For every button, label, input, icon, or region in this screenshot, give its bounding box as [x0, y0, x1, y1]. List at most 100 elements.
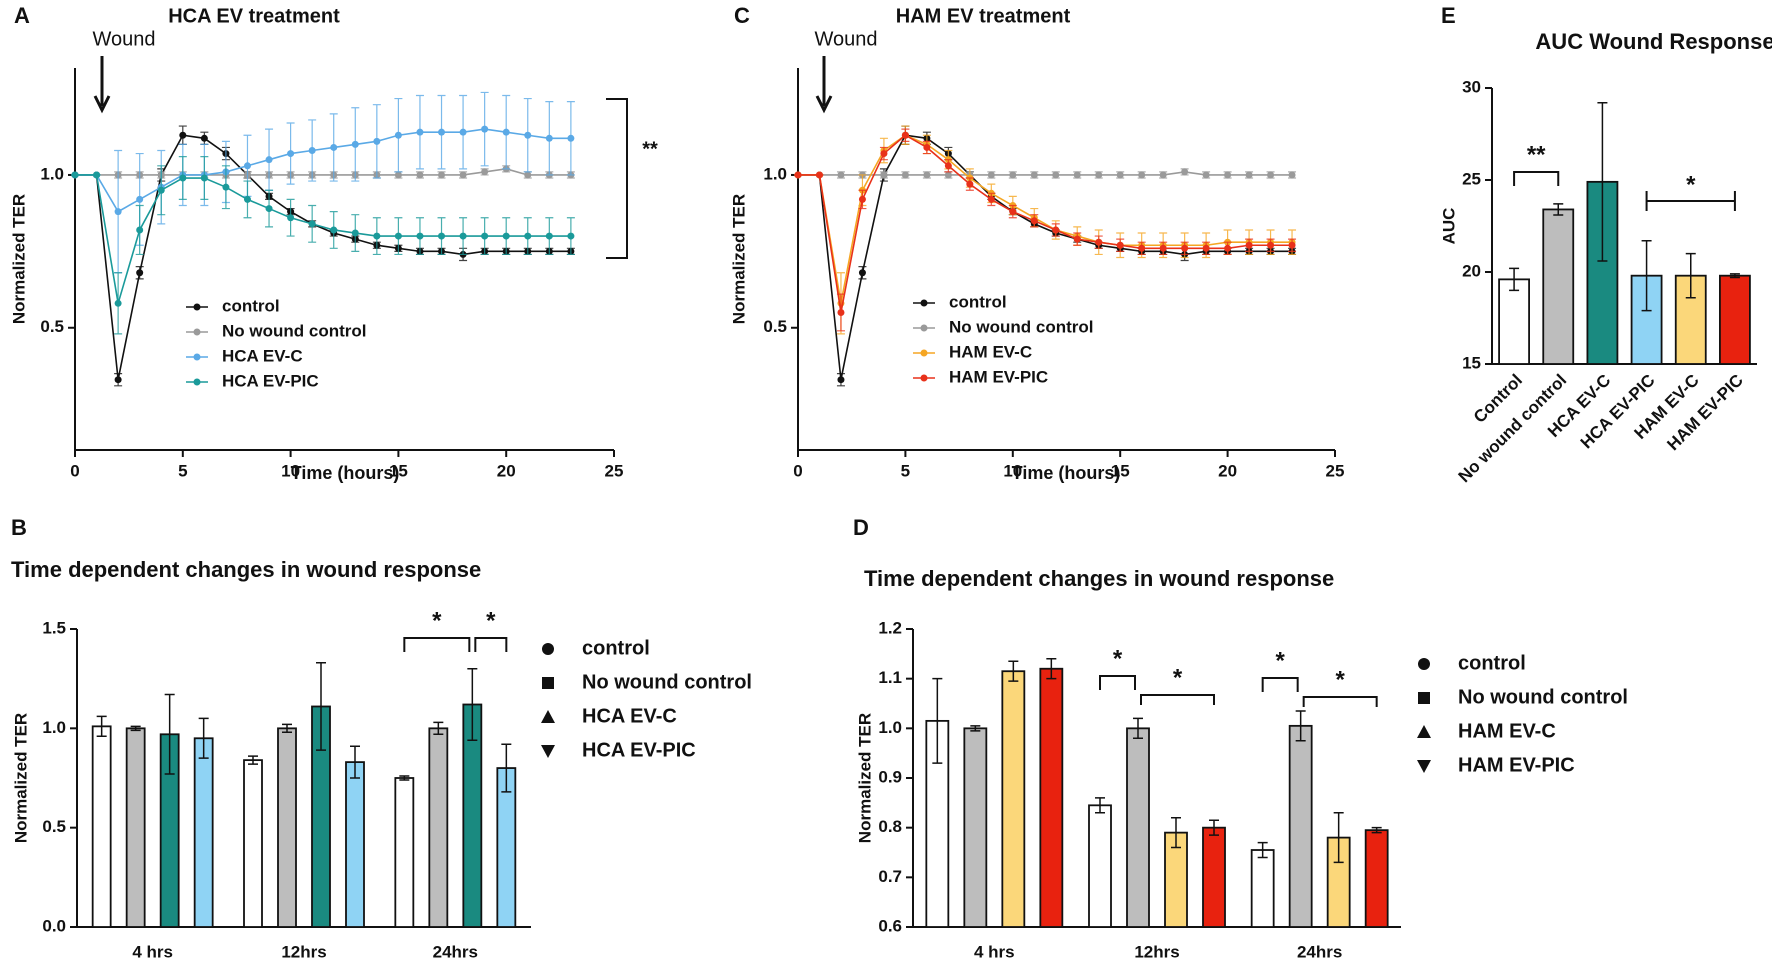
error-bar	[1553, 203, 1564, 216]
bar	[428, 727, 449, 928]
legend-marker	[1417, 725, 1431, 738]
series-line	[75, 134, 571, 380]
data-point	[416, 171, 424, 179]
bar	[394, 777, 415, 928]
significance-label: *	[432, 607, 442, 634]
bar	[1001, 670, 1026, 928]
data-point	[1245, 171, 1253, 179]
error-bar	[1046, 658, 1057, 680]
significance-label: **	[1527, 141, 1546, 168]
data-point	[459, 128, 467, 136]
y-axis-label: Normalized TER	[729, 194, 748, 324]
y-tick-label: 1.0	[42, 718, 66, 737]
data-point	[114, 376, 122, 384]
x-tick-label: 10	[1003, 461, 1022, 480]
series-line	[75, 168, 571, 176]
error-bar	[164, 693, 175, 775]
x-tick-label: 20	[1218, 461, 1237, 480]
y-tick-label: 1.5	[42, 618, 66, 637]
error-bar	[1095, 797, 1105, 814]
bar	[1542, 208, 1575, 365]
data-point	[265, 205, 273, 213]
x-tick-label: 5	[178, 461, 187, 480]
x-tick-label: 24hrs	[1297, 942, 1342, 961]
data-point	[308, 220, 316, 228]
data-point	[330, 226, 338, 234]
significance-label: *	[486, 607, 496, 634]
legend-label: No wound control	[222, 321, 366, 340]
series-line	[75, 174, 571, 304]
data-point	[1202, 171, 1210, 179]
error-bar	[970, 725, 981, 732]
axis-line	[797, 68, 1335, 451]
error-bar	[96, 715, 107, 738]
significance-label: *	[1275, 647, 1285, 674]
data-point	[923, 171, 931, 179]
series-line	[798, 134, 1293, 380]
y-tick-label: 0.5	[40, 317, 64, 336]
data-point	[944, 171, 952, 179]
panel-label: D	[853, 515, 869, 540]
x-axis-label: Time (hours)	[291, 463, 400, 483]
significance-bracket	[474, 637, 508, 652]
data-point	[1224, 244, 1232, 252]
panel-label: E	[1441, 3, 1456, 28]
annotation: Wound	[814, 28, 877, 50]
y-tick-label: 0.5	[763, 317, 787, 336]
data-point	[71, 171, 79, 179]
bar	[277, 727, 297, 928]
bar	[1498, 278, 1530, 365]
data-point	[567, 232, 575, 240]
data-point	[438, 232, 446, 240]
data-point	[287, 214, 295, 222]
data-point	[1116, 171, 1124, 179]
data-point	[1224, 171, 1232, 179]
data-point	[394, 131, 402, 139]
data-point	[966, 180, 974, 188]
legend-label: HAM EV-C	[1458, 720, 1556, 742]
data-point	[351, 229, 359, 237]
data-point	[136, 195, 144, 203]
data-point	[438, 171, 446, 179]
data-point	[1267, 171, 1275, 179]
data-point	[1181, 244, 1189, 252]
error-bar	[316, 662, 326, 751]
bar	[91, 725, 112, 928]
series-line	[75, 128, 571, 213]
significance-label: **	[642, 138, 658, 160]
bar	[1039, 667, 1064, 928]
significance-bracket	[1140, 694, 1215, 705]
x-tick-label: 10	[281, 461, 300, 480]
y-tick-label: 0.8	[878, 817, 902, 836]
bar	[1250, 849, 1275, 928]
data-point	[394, 232, 402, 240]
x-tick-label: 24hrs	[433, 942, 478, 961]
legend-marker	[193, 303, 201, 311]
error-bar	[1008, 660, 1019, 682]
legend-marker	[1418, 658, 1430, 670]
data-point	[1095, 171, 1103, 179]
significance-bracket	[1099, 675, 1136, 690]
y-axis-label: Normalized TER	[855, 713, 874, 843]
data-point	[265, 156, 273, 164]
y-tick-label: 0.5	[42, 817, 66, 836]
legend-label: control	[1458, 652, 1526, 674]
error-bar	[198, 717, 209, 759]
legend-label: No wound control	[582, 671, 752, 693]
legend-label: HCA EV-PIC	[222, 371, 319, 390]
data-point	[459, 232, 467, 240]
data-point	[567, 134, 575, 142]
data-point	[545, 134, 553, 142]
error-bar	[282, 723, 292, 734]
data-point	[1116, 241, 1124, 249]
error-bar	[1641, 239, 1652, 312]
chart-title: HAM EV treatment	[896, 5, 1071, 27]
data-point	[114, 208, 122, 216]
series-line	[798, 134, 1293, 313]
data-point	[794, 171, 802, 179]
y-tick-label: 30	[1462, 77, 1481, 96]
bar	[193, 737, 214, 928]
bar	[1088, 804, 1112, 928]
data-point	[481, 232, 489, 240]
data-point	[114, 299, 122, 307]
